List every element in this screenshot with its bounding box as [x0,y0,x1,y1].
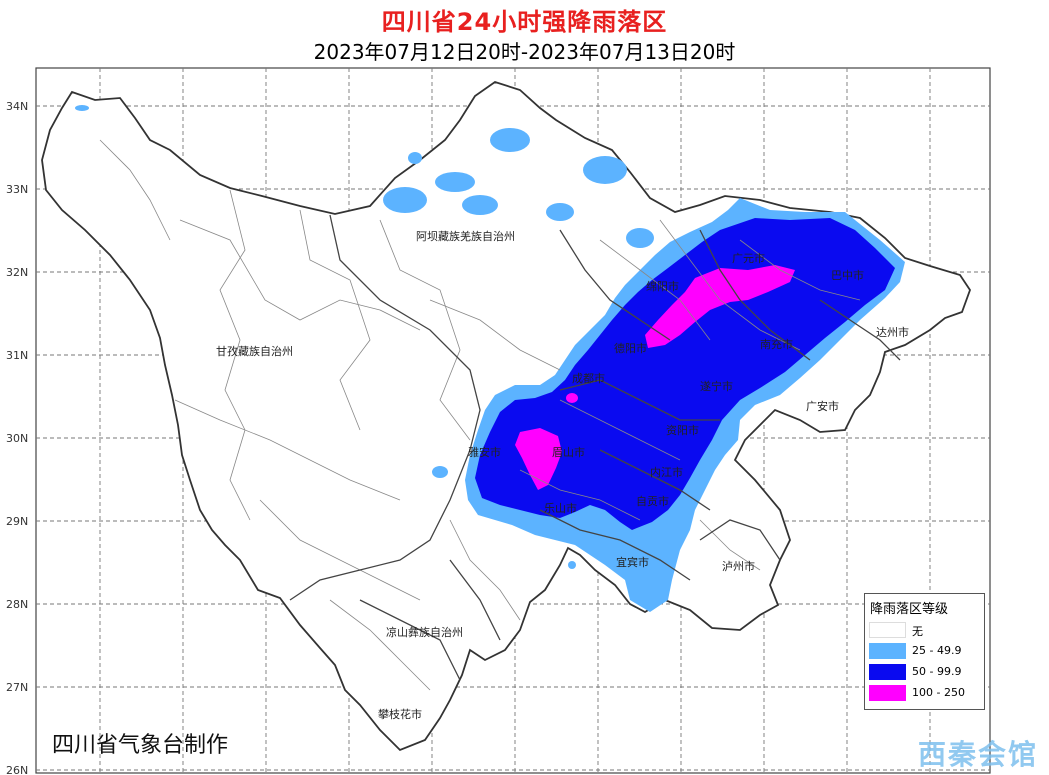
place-label-panzhihua: 攀枝花市 [378,707,422,721]
place-label-luzhou: 泸州市 [722,559,755,573]
prefecture-boundaries [289,214,901,681]
place-label-guangyuan: 广元市 [732,251,765,265]
legend: 降雨落区等级 无 25 - 49.9 50 - 99.9 100 - 250 [864,593,985,710]
legend-label: 50 - 99.9 [912,665,962,678]
rain-patches-25 [75,105,780,569]
legend-title: 降雨落区等级 [870,602,949,617]
lat-label: 34N [6,100,28,113]
rain-zone-100 [645,265,795,348]
lat-label: 29N [6,515,28,528]
lat-label: 32N [6,266,28,279]
place-label-ziyang: 资阳市 [666,423,699,437]
place-label-yaan: 雅安市 [468,445,501,459]
place-label-chengdu: 成都市 [572,371,605,385]
place-label-ganzi: 甘孜藏族自治州 [216,344,293,358]
place-label-mianyang: 绵阳市 [646,279,679,293]
legend-swatch [869,685,906,701]
rain-zone-50 [475,218,895,530]
legend-item: 100 - 250 [869,685,981,701]
legend-swatch [869,622,906,638]
place-label-deyang: 德阳市 [614,341,647,355]
watermark-logo: 西秦会馆 [918,738,1039,771]
place-labels: 阿坝藏族羌族自治州 甘孜藏族自治州 凉山彝族自治州 攀枝花市 广元市 巴中市 绵… [216,229,909,721]
place-label-suining: 遂宁市 [700,379,733,393]
place-label-neijiang: 内江市 [650,465,683,479]
rain-zone-100b [515,428,562,490]
place-label-liangshan: 凉山彝族自治州 [386,625,463,639]
lat-label: 28N [6,598,28,611]
lat-label: 33N [6,183,28,196]
place-label-bazhong: 巴中市 [831,268,864,282]
legend-label: 100 - 250 [912,686,965,699]
legend-swatch [869,643,906,659]
map-title: 四川省24小时强降雨落区 [381,8,668,36]
place-label-yibin: 宜宾市 [616,555,649,569]
map-frame [35,67,991,774]
legend-swatch [869,664,906,680]
legend-item: 50 - 99.9 [869,664,981,680]
legend-label: 25 - 49.9 [912,644,962,657]
legend-item: 25 - 49.9 [869,643,981,659]
legend-label: 无 [912,625,923,638]
county-boundaries [99,139,861,691]
place-label-aba: 阿坝藏族羌族自治州 [416,229,515,243]
lat-label: 30N [6,432,28,445]
place-label-dazhou: 达州市 [876,325,909,339]
latitude-labels: 34N 33N 32N 31N 30N 29N 28N 27N 26N [6,100,28,775]
map-subtitle: 2023年07月12日20时-2023年07月13日20时 [313,40,736,64]
place-label-zigong: 自贡市 [636,494,669,508]
lat-label: 26N [6,764,28,775]
credit-text: 四川省气象台制作 [52,733,229,758]
rain-patch-100 [566,393,578,403]
place-label-nanchong: 南充市 [760,337,793,351]
place-label-guangan: 广安市 [806,399,839,413]
legend-item: 无 [869,622,981,638]
lat-label: 31N [6,349,28,362]
place-label-meishan: 眉山市 [552,445,585,459]
lat-label: 27N [6,681,28,694]
place-label-leshan: 乐山市 [544,501,577,515]
